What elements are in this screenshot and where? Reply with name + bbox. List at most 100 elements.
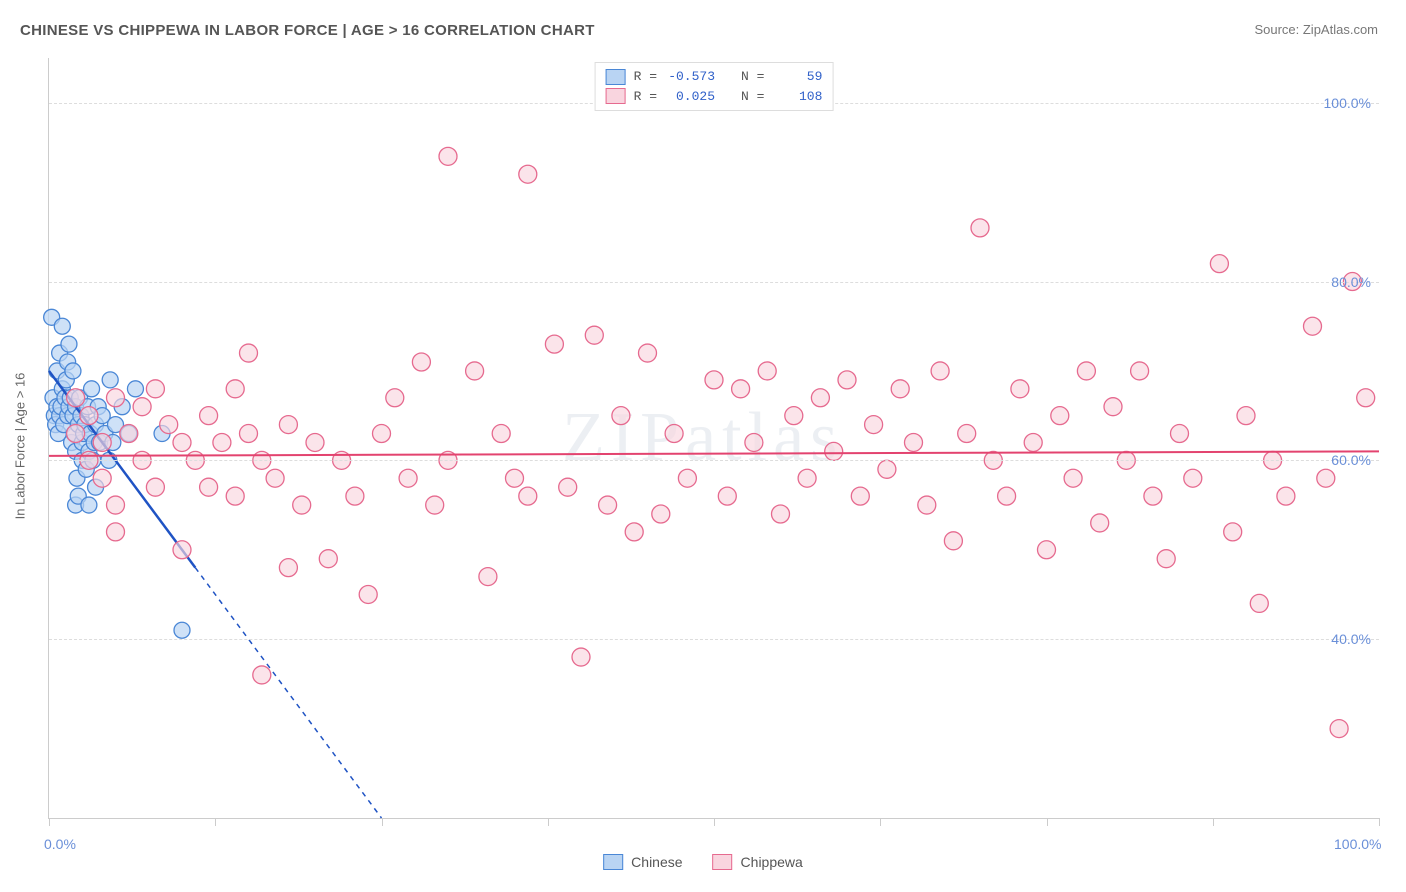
data-point-chippewa <box>1024 433 1042 451</box>
n-value-chippewa: 108 <box>772 87 822 107</box>
data-point-chippewa <box>133 398 151 416</box>
data-point-chippewa <box>319 550 337 568</box>
x-tick <box>880 818 882 826</box>
data-point-chippewa <box>399 469 417 487</box>
data-point-chippewa <box>705 371 723 389</box>
data-point-chippewa <box>1237 407 1255 425</box>
data-point-chippewa <box>213 433 231 451</box>
data-point-chinese <box>127 381 143 397</box>
data-point-chippewa <box>93 433 111 451</box>
data-point-chippewa <box>851 487 869 505</box>
data-point-chippewa <box>559 478 577 496</box>
data-point-chippewa <box>173 541 191 559</box>
swatch-chinese <box>603 854 623 870</box>
data-point-chippewa <box>838 371 856 389</box>
data-point-chippewa <box>519 487 537 505</box>
r-label: R = <box>634 67 657 87</box>
x-tick <box>49 818 51 826</box>
data-point-chippewa <box>1357 389 1375 407</box>
data-point-chippewa <box>439 147 457 165</box>
data-point-chinese <box>81 497 97 513</box>
data-point-chippewa <box>1277 487 1295 505</box>
data-point-chinese <box>174 622 190 638</box>
data-point-chippewa <box>1051 407 1069 425</box>
data-point-chippewa <box>107 389 125 407</box>
data-point-chippewa <box>1171 425 1189 443</box>
data-point-chippewa <box>107 523 125 541</box>
trendline-chippewa <box>49 451 1379 455</box>
data-point-chippewa <box>306 433 324 451</box>
data-point-chippewa <box>146 478 164 496</box>
swatch-chinese <box>606 69 626 85</box>
y-tick-label: 100.0% <box>1324 95 1371 111</box>
data-point-chippewa <box>798 469 816 487</box>
data-point-chippewa <box>200 407 218 425</box>
data-point-chippewa <box>612 407 630 425</box>
data-point-chippewa <box>891 380 909 398</box>
r-value-chinese: -0.573 <box>665 67 715 87</box>
data-point-chippewa <box>93 469 111 487</box>
data-point-chippewa <box>479 568 497 586</box>
data-point-chippewa <box>652 505 670 523</box>
data-point-chippewa <box>173 433 191 451</box>
data-point-chippewa <box>1091 514 1109 532</box>
chart-container: CHINESE VS CHIPPEWA IN LABOR FORCE | AGE… <box>0 0 1406 892</box>
data-point-chippewa <box>346 487 364 505</box>
r-label: R = <box>634 87 657 107</box>
data-point-chippewa <box>1184 469 1202 487</box>
data-point-chinese <box>102 372 118 388</box>
data-point-chippewa <box>1250 594 1268 612</box>
data-point-chippewa <box>279 416 297 434</box>
legend-item-chippewa: Chippewa <box>713 854 803 870</box>
data-point-chippewa <box>905 433 923 451</box>
swatch-chippewa <box>606 88 626 104</box>
data-point-chippewa <box>878 460 896 478</box>
data-point-chippewa <box>146 380 164 398</box>
data-point-chippewa <box>785 407 803 425</box>
legend-label-chinese: Chinese <box>631 854 682 870</box>
data-point-chinese <box>65 363 81 379</box>
legend-item-chinese: Chinese <box>603 854 682 870</box>
stats-row-chippewa: R = 0.025 N = 108 <box>606 87 823 107</box>
data-point-chippewa <box>226 487 244 505</box>
data-point-chippewa <box>585 326 603 344</box>
data-point-chippewa <box>120 425 138 443</box>
data-point-chippewa <box>426 496 444 514</box>
data-point-chippewa <box>1224 523 1242 541</box>
bottom-legend: Chinese Chippewa <box>603 854 803 870</box>
data-point-chippewa <box>758 362 776 380</box>
data-point-chinese <box>54 318 70 334</box>
data-point-chippewa <box>80 407 98 425</box>
n-label: N = <box>741 87 764 107</box>
data-point-chippewa <box>386 389 404 407</box>
data-point-chippewa <box>732 380 750 398</box>
n-value-chinese: 59 <box>772 67 822 87</box>
data-point-chippewa <box>160 416 178 434</box>
r-value-chippewa: 0.025 <box>665 87 715 107</box>
y-tick-label: 80.0% <box>1331 274 1371 290</box>
data-point-chippewa <box>279 559 297 577</box>
data-point-chippewa <box>998 487 1016 505</box>
data-point-chippewa <box>665 425 683 443</box>
data-point-chippewa <box>1210 255 1228 273</box>
data-point-chippewa <box>572 648 590 666</box>
n-label: N = <box>741 67 764 87</box>
data-point-chippewa <box>865 416 883 434</box>
data-point-chippewa <box>1317 469 1335 487</box>
swatch-chippewa <box>713 854 733 870</box>
data-point-chippewa <box>971 219 989 237</box>
legend-label-chippewa: Chippewa <box>741 854 803 870</box>
data-point-chippewa <box>506 469 524 487</box>
data-point-chippewa <box>1157 550 1175 568</box>
y-axis-title: In Labor Force | Age > 16 <box>13 373 28 520</box>
data-point-chippewa <box>718 487 736 505</box>
data-point-chippewa <box>1304 317 1322 335</box>
data-point-chippewa <box>359 585 377 603</box>
data-point-chippewa <box>67 389 85 407</box>
stats-row-chinese: R = -0.573 N = 59 <box>606 67 823 87</box>
data-point-chippewa <box>825 442 843 460</box>
data-point-chinese <box>84 381 100 397</box>
data-point-chippewa <box>226 380 244 398</box>
trendline-chinese-dashed <box>195 568 381 818</box>
data-point-chippewa <box>958 425 976 443</box>
